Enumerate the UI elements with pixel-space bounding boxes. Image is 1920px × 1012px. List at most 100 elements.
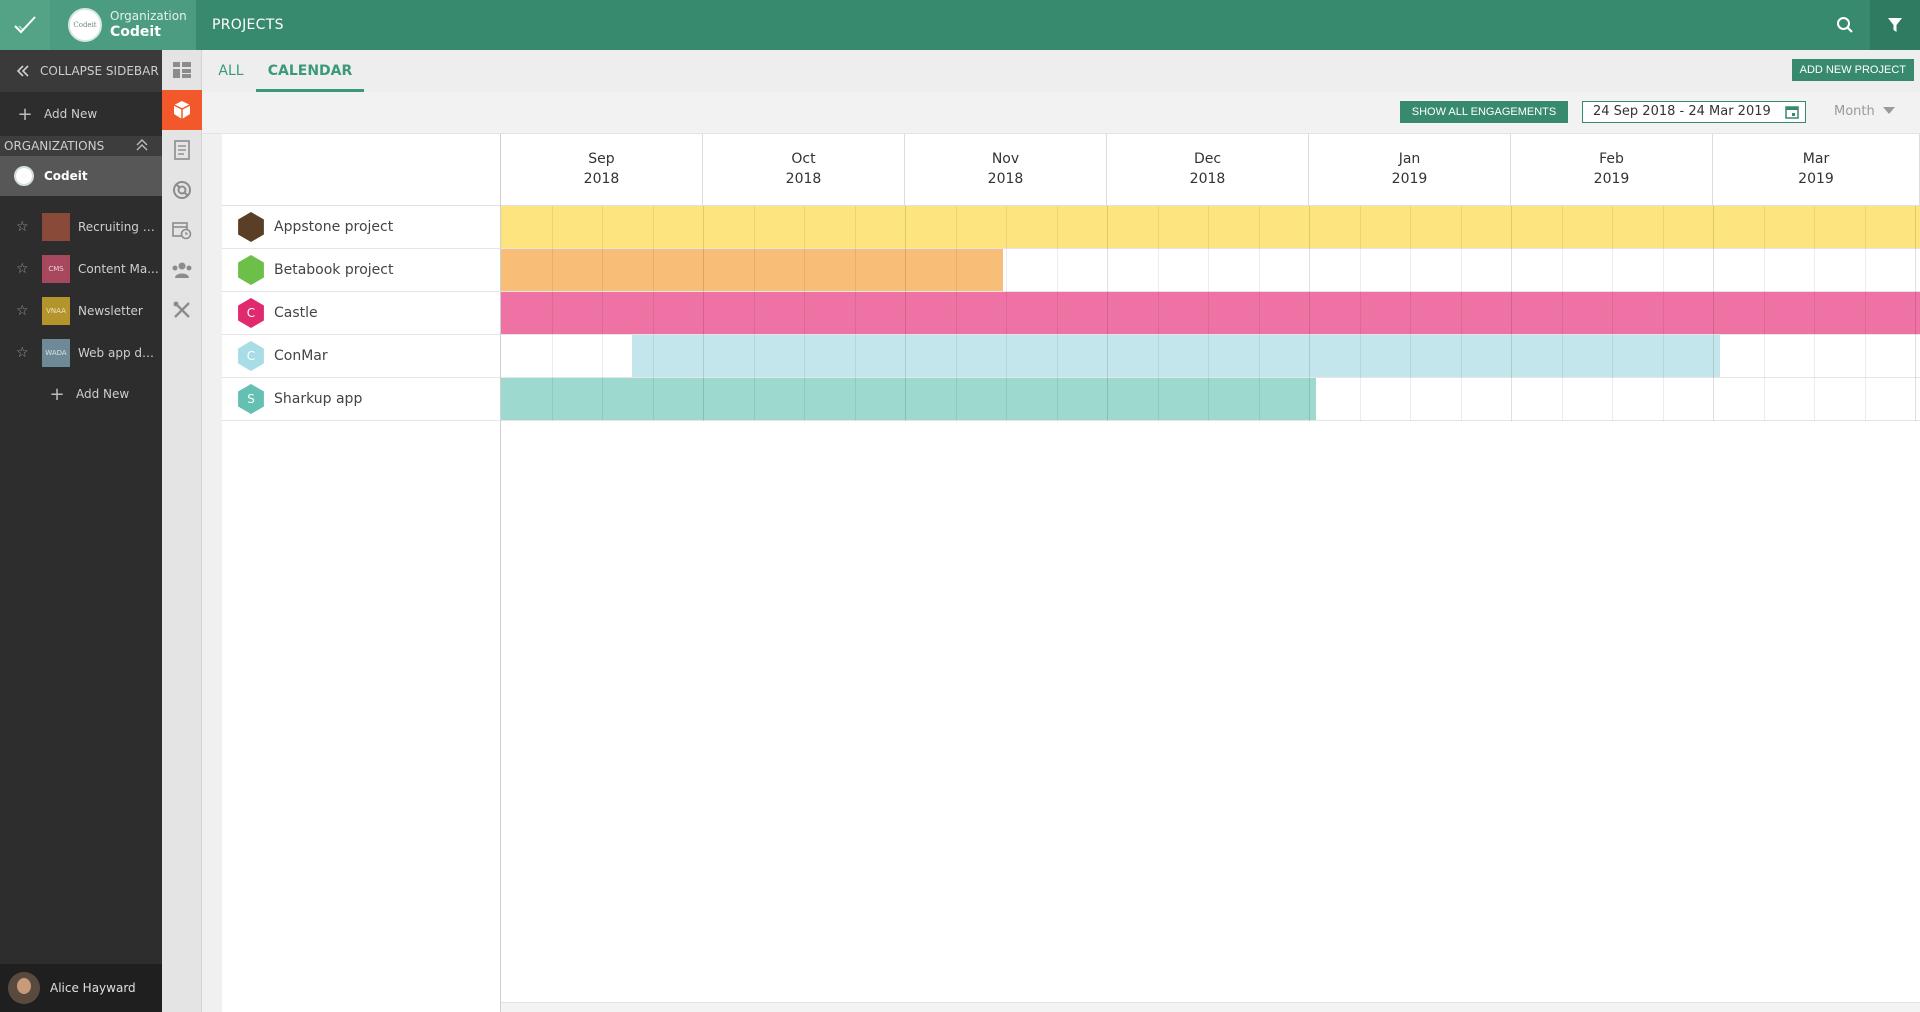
project-timeline-bar[interactable] bbox=[501, 206, 1920, 248]
tools-icon bbox=[173, 301, 190, 318]
sidebar-project-item[interactable]: ☆ WADA Web app de... bbox=[0, 332, 162, 374]
project-avatar-letter: S bbox=[247, 392, 255, 406]
project-timeline-bar[interactable] bbox=[501, 378, 1316, 420]
organization-switcher[interactable]: Codeit Organization Codeit bbox=[50, 0, 196, 50]
add-new-project-sidebar-button[interactable]: + Add New bbox=[0, 374, 162, 414]
project-row-label[interactable]: C Castle bbox=[222, 292, 500, 335]
sidebar-project-item[interactable]: ☆ VNAA Newsletter bbox=[0, 290, 162, 332]
months-header: Sep 2018 Oct 2018 Nov 2018 Dec 2018 Jan 2019 Feb 20… bbox=[501, 134, 1920, 206]
org-name: Codeit bbox=[110, 23, 161, 40]
user-profile[interactable]: Alice Hayward bbox=[0, 964, 162, 1012]
show-all-engagements-button[interactable]: SHOW ALL ENGAGEMENTS bbox=[1400, 101, 1568, 123]
sidebar-item-codeit[interactable]: Codeit bbox=[0, 156, 162, 196]
sidebar-project-item[interactable]: ☆ Recruiting p... bbox=[0, 206, 162, 248]
project-hex-avatar: S bbox=[238, 384, 264, 414]
horizontal-scrollbar[interactable] bbox=[501, 1002, 1920, 1012]
grid-line bbox=[855, 206, 856, 421]
icon-rail bbox=[162, 50, 202, 1012]
project-timeline-bar[interactable] bbox=[631, 335, 1720, 377]
star-icon[interactable]: ☆ bbox=[16, 303, 29, 319]
project-name: Appstone project bbox=[274, 219, 394, 235]
add-new-project-button[interactable]: ADD NEW PROJECT bbox=[1791, 59, 1914, 81]
grid-line bbox=[1865, 206, 1866, 421]
collapse-sidebar-button[interactable]: COLLAPSE SIDEBAR bbox=[0, 50, 162, 92]
year-label: 2018 bbox=[1189, 171, 1226, 187]
double-chevron-left-icon bbox=[16, 65, 29, 77]
user-name: Alice Hayward bbox=[50, 981, 136, 995]
project-name: Castle bbox=[274, 305, 318, 321]
view-mode-select[interactable]: Month bbox=[1834, 101, 1914, 123]
project-thumbnail-text: WADA bbox=[45, 349, 67, 357]
grid-line bbox=[1461, 206, 1462, 421]
project-timeline-bar[interactable] bbox=[501, 292, 1920, 334]
tab-all[interactable]: ALL bbox=[218, 63, 244, 79]
star-icon[interactable]: ☆ bbox=[16, 219, 29, 235]
project-name: Sharkup app bbox=[274, 391, 363, 407]
project-names-column: Appstone project Betabook project C Castle C… bbox=[222, 134, 501, 1012]
organizations-header[interactable]: ORGANIZATIONS bbox=[0, 136, 162, 156]
timeline-track bbox=[501, 206, 1920, 249]
project-row-label[interactable]: S Sharkup app bbox=[222, 378, 500, 421]
org-logo: Codeit bbox=[68, 8, 102, 42]
project-row-label[interactable]: C ConMar bbox=[222, 335, 500, 378]
grid-line bbox=[653, 206, 654, 421]
rail-calendar[interactable] bbox=[162, 210, 202, 250]
check-icon bbox=[14, 16, 36, 34]
project-timeline-bar[interactable] bbox=[501, 249, 1004, 291]
project-thumbnail: CMS bbox=[42, 255, 70, 283]
project-row-label[interactable]: Appstone project bbox=[222, 206, 500, 249]
grid-line bbox=[703, 206, 704, 421]
month-header-cell: Sep 2018 bbox=[501, 134, 703, 206]
grid-line bbox=[1006, 206, 1007, 421]
add-new-organization-button[interactable]: + Add New bbox=[0, 92, 162, 136]
sidebar-project-item[interactable]: ☆ CMS Content Ma... bbox=[0, 248, 162, 290]
rail-team[interactable] bbox=[162, 250, 202, 290]
project-avatar-letter: C bbox=[246, 306, 256, 320]
grid-line bbox=[1360, 206, 1361, 421]
search-button[interactable] bbox=[1820, 0, 1870, 50]
grid-line bbox=[1208, 206, 1209, 421]
grid-line bbox=[1107, 206, 1108, 421]
grid-line bbox=[1562, 206, 1563, 421]
tab-calendar[interactable]: CALENDAR bbox=[256, 50, 364, 92]
month-label: Nov bbox=[991, 151, 1020, 167]
filter-button[interactable] bbox=[1870, 0, 1920, 50]
project-calendar: Appstone project Betabook project C Castle C… bbox=[202, 134, 1920, 1012]
star-icon[interactable]: ☆ bbox=[16, 261, 29, 277]
calendar-icon[interactable] bbox=[1785, 105, 1799, 119]
projects-cube-icon bbox=[173, 101, 191, 119]
calendar-gutter bbox=[202, 134, 222, 1012]
month-label: Oct bbox=[791, 151, 816, 167]
grid-line bbox=[1511, 206, 1512, 421]
year-label: 2018 bbox=[583, 171, 620, 187]
grid-line bbox=[1663, 206, 1664, 421]
project-hex-avatar: C bbox=[238, 298, 264, 328]
sidebar-project-label: Web app de... bbox=[78, 346, 160, 360]
date-range-input[interactable]: 24 Sep 2018 - 24 Mar 2019 bbox=[1582, 101, 1806, 123]
add-new-label: Add New bbox=[44, 107, 98, 121]
timeline-track bbox=[501, 292, 1920, 335]
grid-line bbox=[956, 206, 957, 421]
app-logo[interactable] bbox=[0, 0, 50, 50]
org-label: Organization bbox=[110, 9, 187, 24]
rail-support[interactable] bbox=[162, 170, 202, 210]
project-thumbnail: VNAA bbox=[42, 297, 70, 325]
page-title: PROJECTS bbox=[212, 17, 284, 33]
rail-dashboard[interactable] bbox=[162, 50, 202, 90]
rail-projects[interactable] bbox=[162, 90, 202, 130]
project-thumbnail: WADA bbox=[42, 339, 70, 367]
timeline-track bbox=[501, 335, 1920, 378]
month-label: Jan bbox=[1398, 151, 1421, 167]
top-bar: Codeit Organization Codeit PROJECTS bbox=[0, 0, 1920, 50]
star-icon[interactable]: ☆ bbox=[16, 345, 29, 361]
double-chevron-up-icon bbox=[136, 139, 148, 151]
month-header-cell: Feb 2019 bbox=[1511, 134, 1713, 206]
month-label: Feb bbox=[1599, 151, 1624, 167]
grid-line bbox=[1814, 206, 1815, 421]
year-label: 2019 bbox=[1391, 171, 1428, 187]
rail-tools[interactable] bbox=[162, 290, 202, 330]
rail-documents[interactable] bbox=[162, 130, 202, 170]
grid-line bbox=[602, 206, 603, 421]
project-row-label[interactable]: Betabook project bbox=[222, 249, 500, 292]
sidebar-project-label: Content Ma... bbox=[78, 262, 159, 276]
